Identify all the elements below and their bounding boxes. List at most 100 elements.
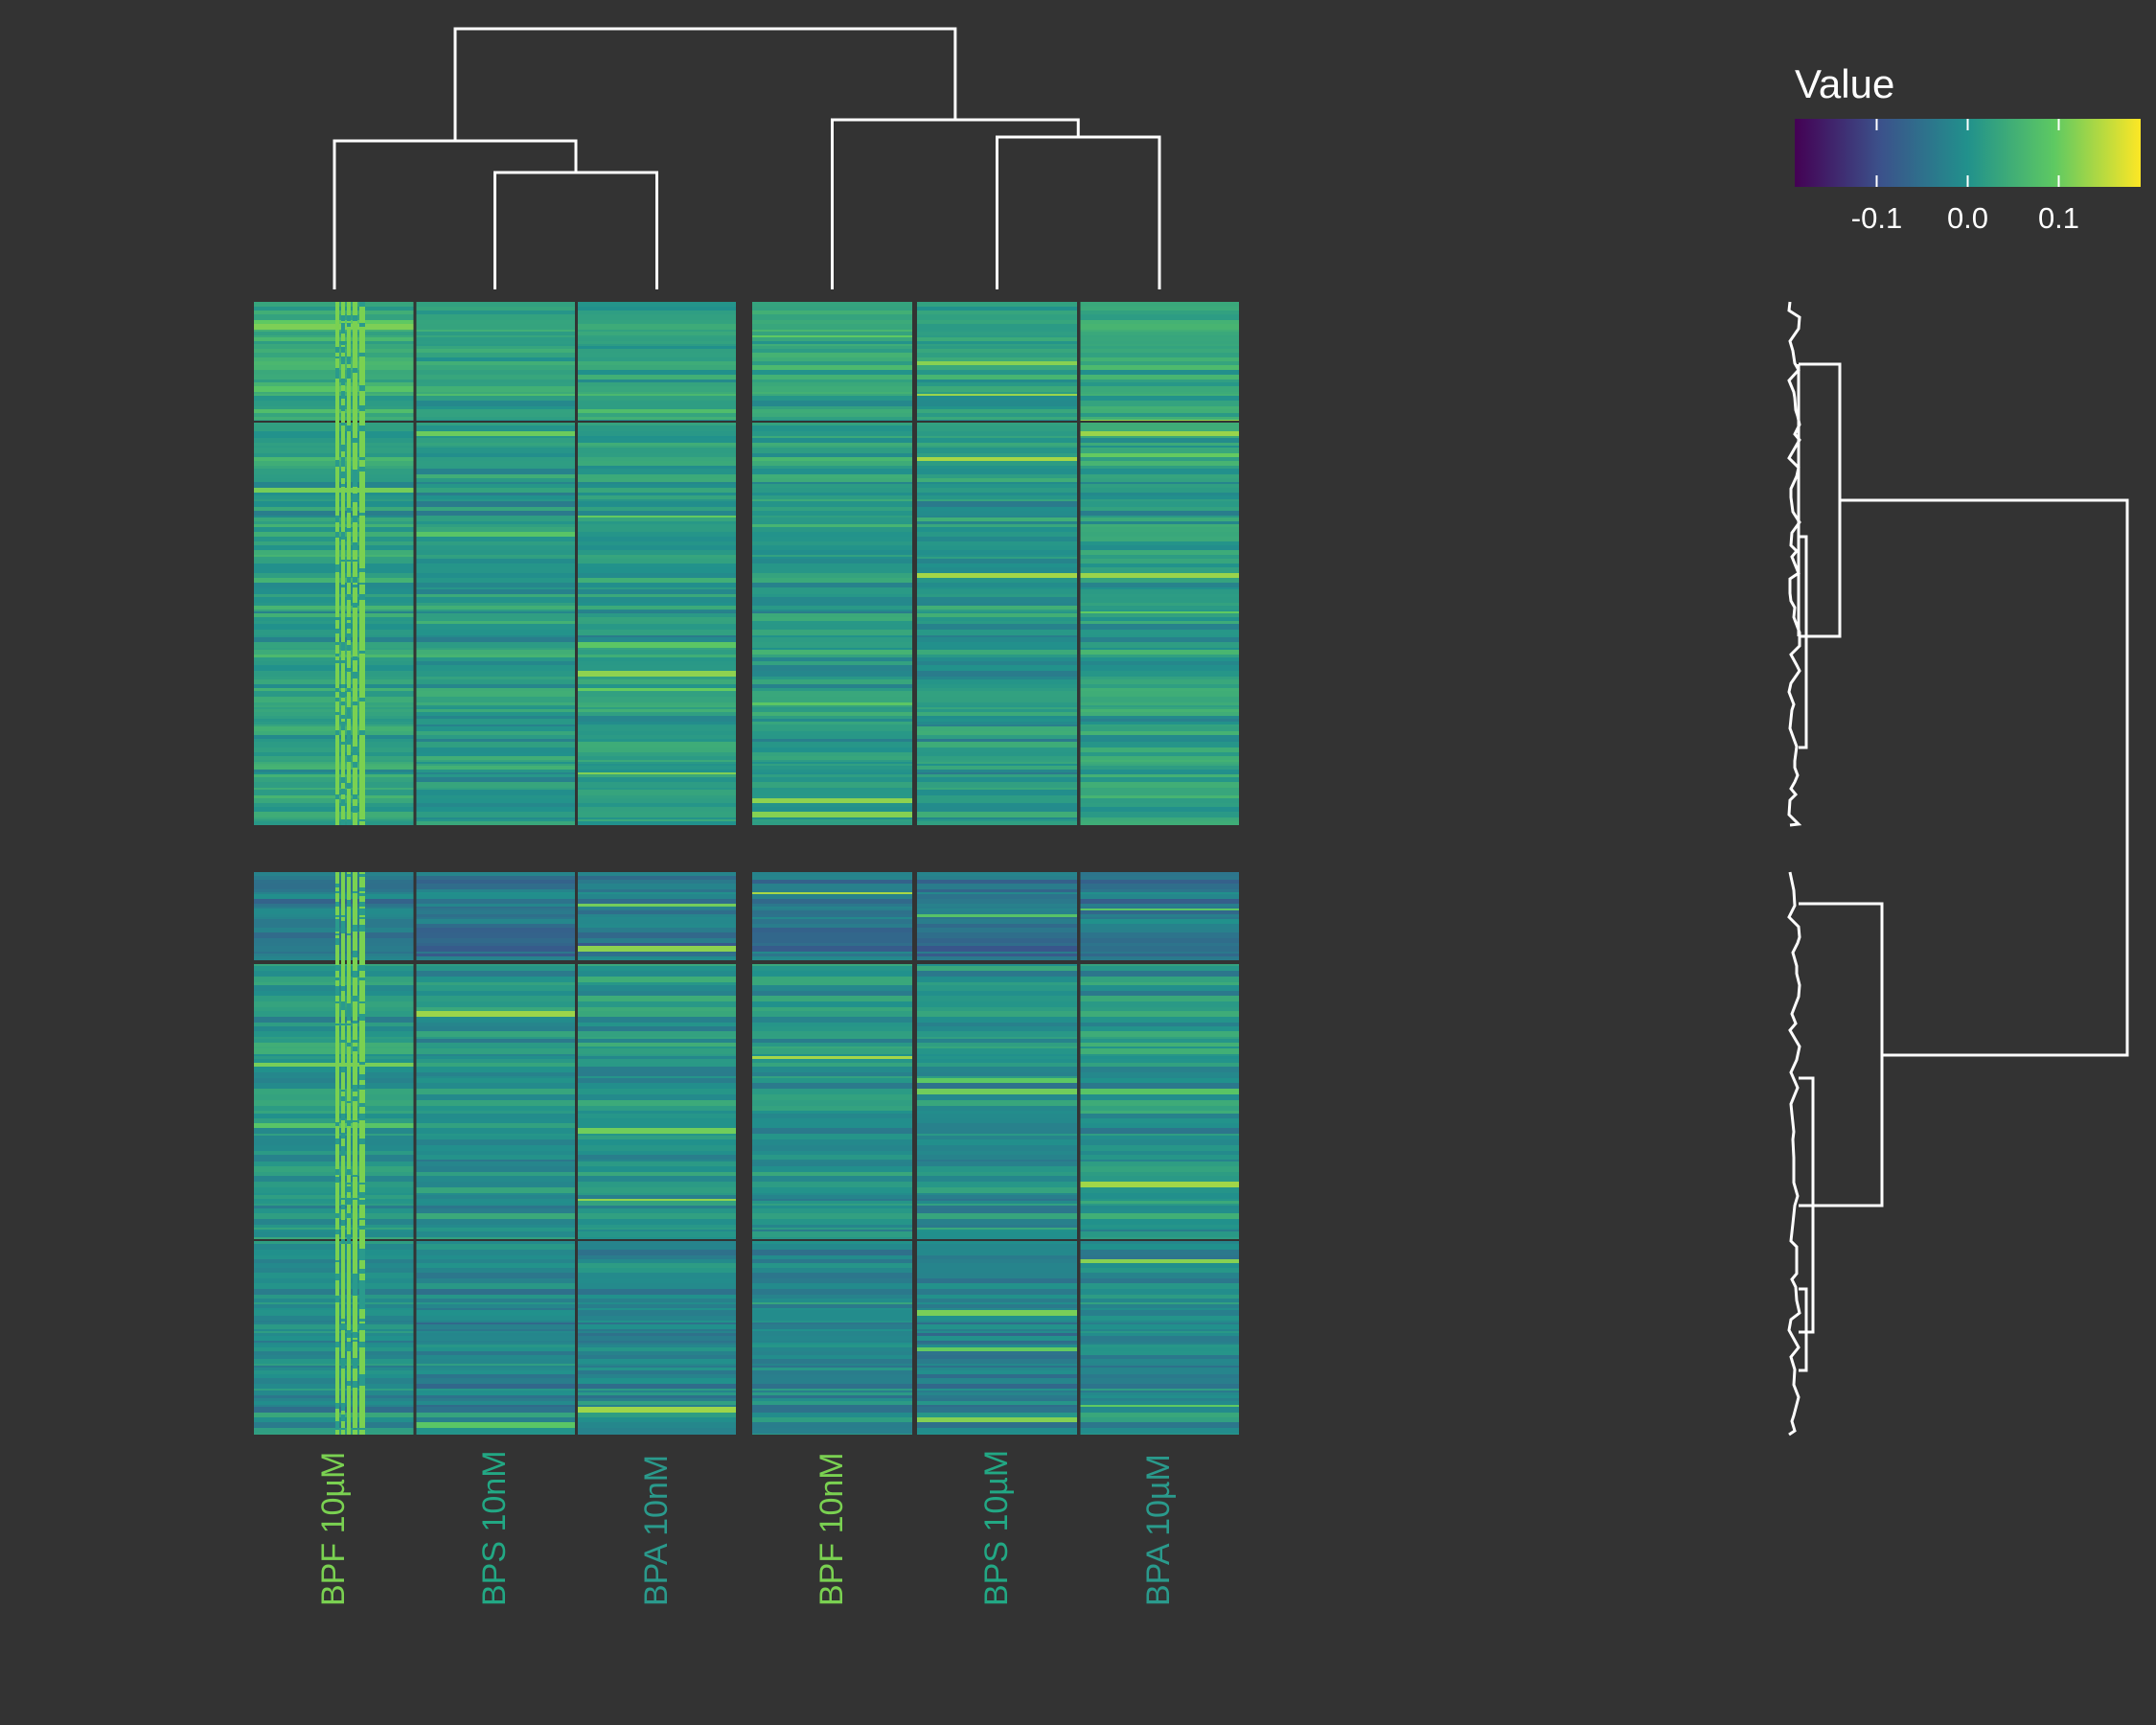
heatmap-cell — [1080, 495, 1239, 499]
row-annotation-cell — [347, 724, 351, 730]
heatmap-cell — [752, 991, 912, 996]
row-annotation-cell — [341, 467, 345, 470]
heatmap-cell — [1080, 996, 1239, 1001]
heatmap-cell — [415, 557, 575, 559]
heatmap-cell — [917, 1187, 1077, 1193]
heatmap-cell — [415, 320, 575, 324]
heatmap-cell — [415, 1162, 575, 1166]
heatmap-cell — [917, 511, 1077, 516]
row-annotation-cell — [341, 978, 345, 980]
heatmap-cell — [578, 330, 736, 332]
row-annotation-cell — [359, 789, 365, 794]
heatmap-cell — [752, 469, 912, 474]
row-annotation-cell — [353, 656, 357, 660]
heatmap-cell — [254, 648, 415, 650]
heatmap-cell — [1080, 889, 1239, 892]
row-annotation-cell — [359, 656, 365, 660]
row-annotation-cell — [341, 755, 345, 762]
heatmap-cell — [1080, 637, 1239, 642]
heatmap-cell — [254, 1395, 415, 1398]
heatmap-cell — [1080, 1128, 1239, 1134]
row-annotation-cell — [347, 1428, 351, 1430]
row-annotation-cell — [353, 585, 357, 587]
heatmap-cell — [415, 1392, 575, 1395]
heatmap-cell — [1080, 642, 1239, 648]
heatmap-cell — [578, 1347, 736, 1351]
heatmap-cell — [415, 642, 575, 648]
heatmap-cell — [415, 521, 575, 524]
heatmap-cell — [254, 611, 415, 613]
row-annotation-cell — [359, 1046, 365, 1051]
row-annotation-cell — [353, 472, 357, 478]
row-annotation-cell — [353, 991, 357, 996]
heatmap-cell — [415, 341, 575, 344]
row-annotation-cell — [353, 568, 357, 572]
row-annotation-cell — [353, 1381, 357, 1386]
heatmap-cell — [1080, 724, 1239, 726]
heatmap-cell — [415, 872, 575, 876]
heatmap-cell — [415, 1039, 575, 1043]
heatmap-cell — [1080, 1225, 1239, 1228]
row-annotation-cell — [353, 1218, 357, 1220]
row-annotation-cell — [353, 1107, 357, 1114]
heatmap-cell — [917, 1368, 1077, 1370]
heatmap-cell — [752, 904, 912, 907]
row-annotation-cell — [359, 1368, 365, 1374]
heatmap-cell — [254, 1182, 415, 1187]
row-annotation-cell — [359, 1184, 365, 1186]
heatmap-cell — [917, 764, 1077, 766]
heatmap-cell — [254, 446, 415, 448]
row-annotation-cell — [335, 1338, 339, 1340]
heatmap-cell — [752, 914, 912, 917]
heatmap-cell — [1080, 702, 1239, 705]
row-annotation-cell — [353, 564, 357, 568]
row-annotation-cell — [335, 1421, 339, 1428]
row-annotation-cell — [359, 1080, 365, 1085]
row-annotation-cell — [359, 564, 365, 568]
heatmap-cell — [752, 1031, 912, 1037]
row-annotation-cell — [341, 678, 345, 684]
row-annotation-cell — [335, 719, 339, 722]
row-annotation-cell — [335, 919, 339, 921]
row-annotation-cell — [353, 813, 357, 819]
heatmap-cell — [578, 461, 736, 466]
heatmap-cell — [415, 346, 575, 349]
row-annotation-cell — [359, 668, 365, 672]
row-annotation-cell — [359, 334, 365, 338]
heatmap-cell — [1080, 409, 1239, 413]
heatmap-cell — [917, 964, 1077, 966]
heatmap-cell — [254, 1056, 415, 1059]
heatmap-cell — [917, 1128, 1077, 1134]
heatmap-cell — [415, 457, 575, 461]
row-annotation-cell — [347, 932, 351, 933]
heatmap-cell — [578, 637, 736, 642]
heatmap-cell — [752, 564, 912, 567]
heatmap-cell — [254, 610, 415, 611]
heatmap-cell — [578, 964, 736, 966]
heatmap-cell — [1080, 1359, 1239, 1364]
heatmap-cell — [917, 341, 1077, 344]
row-annotation-cell — [347, 502, 351, 508]
row-annotation-cell — [353, 1302, 357, 1309]
heatmap-cell — [1080, 349, 1239, 353]
heatmap-cell — [917, 1046, 1077, 1048]
row-annotation-cell — [335, 951, 339, 957]
heatmap-cell — [578, 1322, 736, 1324]
row-annotation-cell — [353, 1085, 357, 1090]
heatmap-cell — [917, 1151, 1077, 1155]
heatmap-cell — [1080, 1389, 1239, 1391]
row-annotation-cell — [341, 1161, 345, 1167]
row-annotation-cell — [353, 522, 357, 528]
heatmap-cell — [415, 1368, 575, 1370]
row-annotation-cell — [335, 1309, 339, 1311]
heatmap-cell — [752, 1322, 912, 1324]
heatmap-cell — [917, 302, 1077, 307]
row-annotation-cell — [353, 1010, 357, 1014]
row-annotation-cell — [353, 688, 357, 692]
heatmap-cell — [415, 762, 575, 764]
heatmap-cell — [917, 782, 1077, 788]
row-annotation-cell — [341, 528, 345, 532]
heatmap-cell — [578, 392, 736, 394]
heatmap-cell — [752, 621, 912, 624]
row-annotation-cell — [341, 451, 345, 457]
